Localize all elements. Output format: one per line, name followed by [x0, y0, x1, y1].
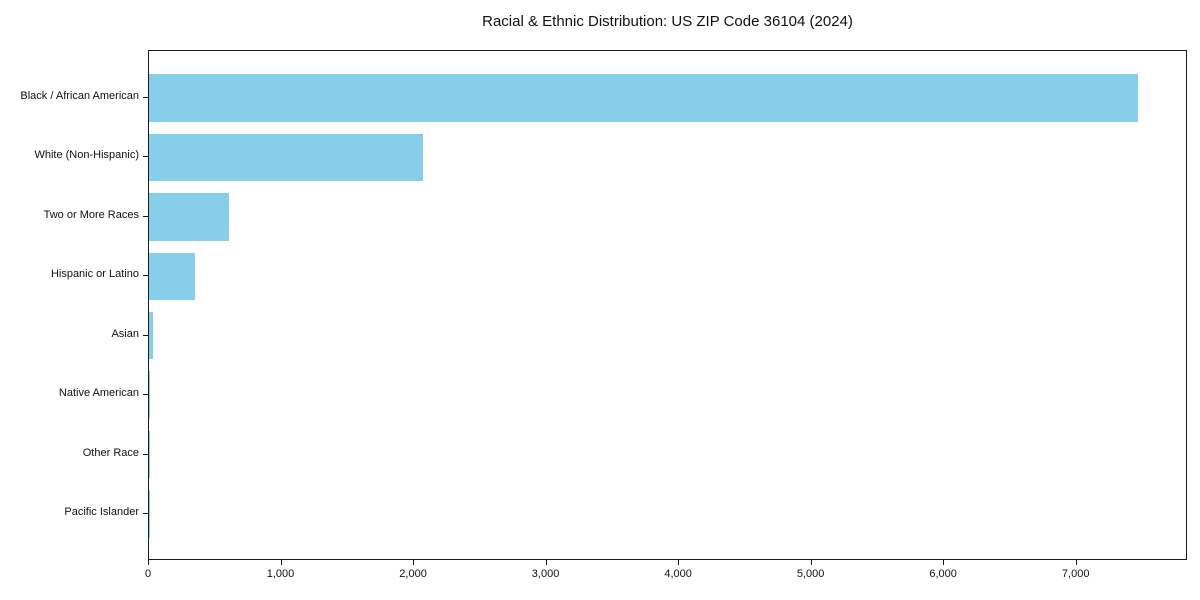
- y-tick-mark: [143, 96, 148, 98]
- plot-area: [148, 50, 1187, 560]
- bar-black-african-american: [149, 74, 1138, 122]
- x-tick-label-1000: 1,000: [266, 568, 295, 580]
- y-tick-label-other-race: Other Race: [82, 446, 139, 459]
- x-tick-label-3000: 3,000: [531, 568, 560, 580]
- bar-two-or-more-races: [149, 193, 229, 241]
- y-tick-mark: [143, 215, 148, 217]
- x-tick-label-2000: 2,000: [399, 568, 427, 580]
- bar-white-non-hispanic: [149, 133, 424, 182]
- x-tick-label-0: 0: [144, 568, 152, 580]
- bar-other-race: [149, 430, 150, 479]
- y-tick-mark: [143, 275, 148, 277]
- x-tick-mark: [545, 560, 547, 565]
- x-tick-mark: [148, 560, 149, 565]
- x-tick-mark: [810, 560, 812, 565]
- x-tick-label-7000: 7,000: [1061, 568, 1090, 580]
- y-tick-mark: [143, 453, 148, 455]
- y-tick-mark: [143, 394, 148, 396]
- bar-asian: [149, 311, 153, 360]
- x-tick-label-4000: 4,000: [664, 568, 692, 580]
- x-tick-label-6000: 6,000: [929, 568, 957, 580]
- chart-title: Racial & Ethnic Distribution: US ZIP Cod…: [482, 13, 853, 30]
- x-tick-mark: [1075, 560, 1077, 565]
- y-tick-mark: [143, 156, 148, 158]
- y-tick-label-asian: Asian: [111, 327, 139, 340]
- y-tick-label-white-non-hispanic: White (Non-Hispanic): [34, 149, 139, 162]
- bar-native-american: [149, 371, 151, 419]
- y-tick-mark: [143, 334, 148, 336]
- x-tick-mark: [678, 560, 680, 565]
- x-tick-mark: [280, 560, 282, 565]
- x-tick-mark: [943, 560, 945, 565]
- y-tick-mark: [143, 513, 148, 515]
- bar-hispanic-or-latino: [149, 252, 196, 301]
- y-tick-label-native-american: Native American: [58, 387, 139, 400]
- y-tick-label-hispanic-or-latino: Hispanic or Latino: [50, 268, 139, 281]
- y-tick-label-black-african-american: Black / African American: [20, 89, 139, 102]
- y-tick-label-pacific-islander: Pacific Islander: [64, 506, 139, 519]
- x-tick-mark: [413, 560, 415, 565]
- x-tick-label-5000: 5,000: [796, 568, 825, 580]
- y-tick-label-two-or-more-races: Two or More Races: [43, 208, 139, 221]
